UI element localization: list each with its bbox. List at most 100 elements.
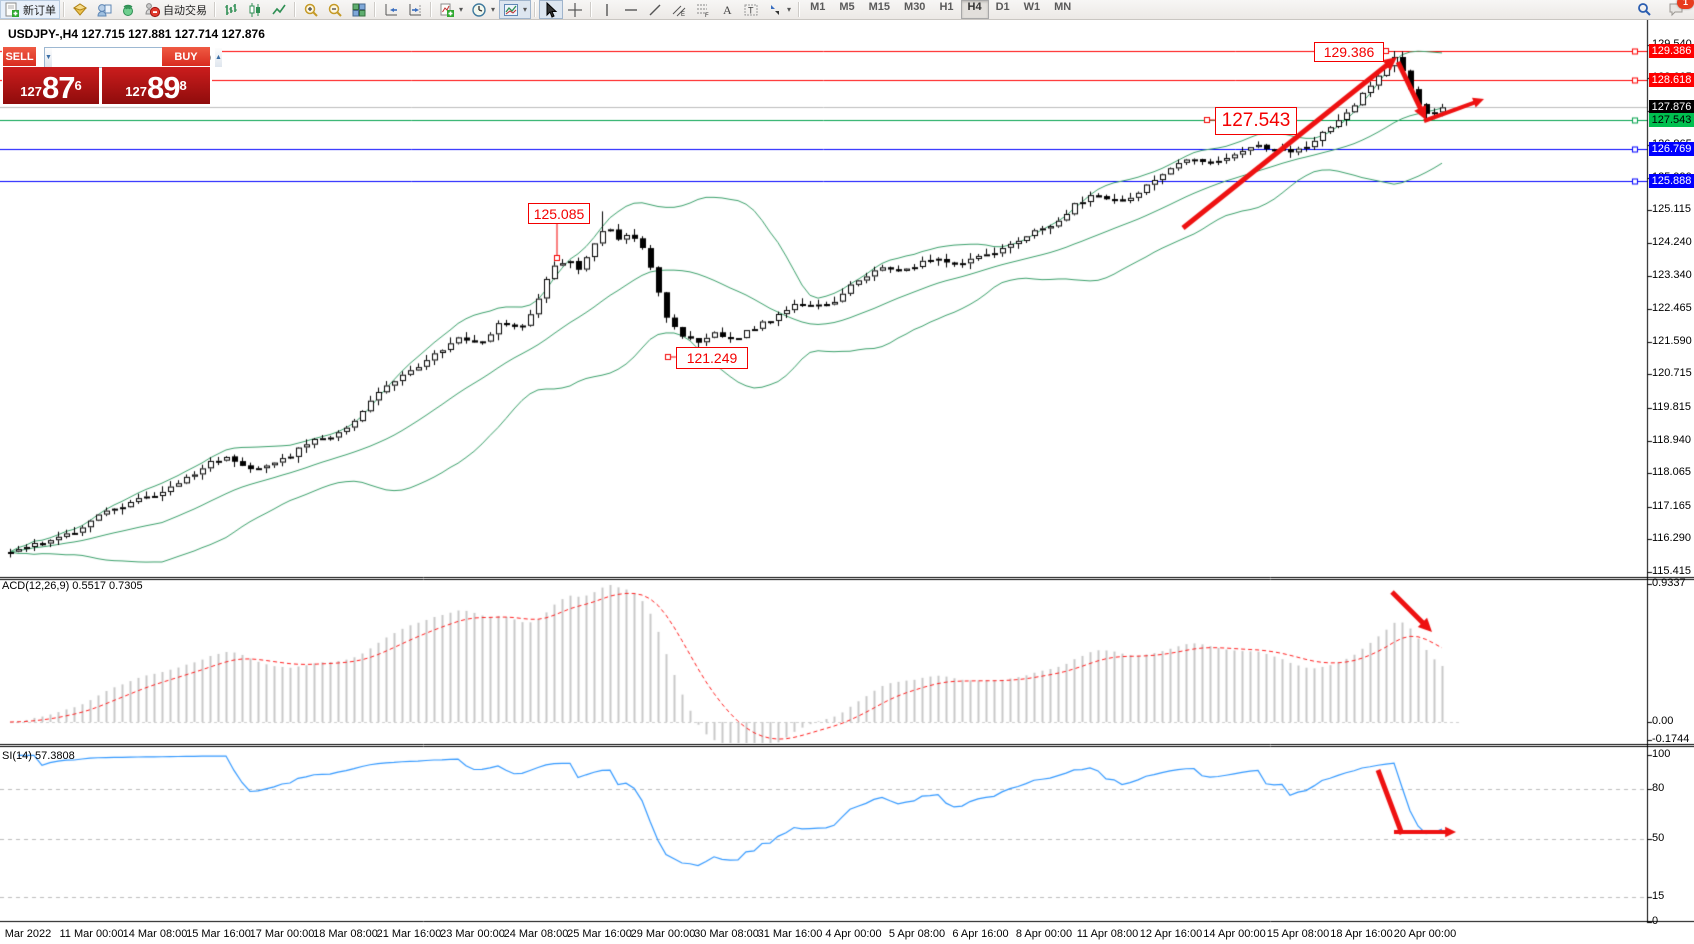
price-axis-tick: 124.240 bbox=[1652, 235, 1692, 248]
price-axis-tick: 125.115 bbox=[1652, 203, 1691, 216]
timeframe-M1[interactable]: M1 bbox=[810, 1, 826, 13]
chart-shift-button[interactable] bbox=[403, 0, 427, 19]
text-label-icon: T bbox=[743, 2, 759, 18]
toolbar-separator bbox=[430, 2, 432, 17]
svg-text:A: A bbox=[723, 3, 732, 17]
time-axis-label: 17 Mar 00:00 bbox=[249, 928, 315, 940]
svg-text:E: E bbox=[681, 12, 685, 18]
timeframe-MN[interactable]: MN bbox=[1054, 1, 1072, 13]
rsi-indicator-label: SI(14) 57.3808 bbox=[2, 750, 75, 762]
zoom-in-icon bbox=[303, 2, 319, 18]
time-axis-label: 29 Mar 00:00 bbox=[630, 928, 696, 940]
timeframe-H1[interactable]: H1 bbox=[939, 1, 954, 13]
price-annotation[interactable]: 127.543 bbox=[1215, 107, 1297, 135]
notifications-button[interactable]: 1 bbox=[1664, 0, 1694, 19]
price-annotation[interactable]: 125.085 bbox=[528, 203, 590, 224]
cursor-button[interactable] bbox=[539, 0, 564, 19]
price-annotation[interactable]: 121.249 bbox=[676, 347, 748, 369]
zoom-out-button[interactable] bbox=[323, 0, 347, 19]
bar-chart-button[interactable] bbox=[219, 0, 243, 19]
templates-button[interactable]: ▾ bbox=[499, 0, 532, 19]
autotrading-label: 自动交易 bbox=[163, 4, 207, 17]
text-label-button[interactable]: T bbox=[739, 0, 763, 19]
periods-button[interactable]: ▾ bbox=[467, 0, 499, 19]
tile-windows-button[interactable] bbox=[347, 0, 371, 19]
autotrading-icon bbox=[144, 2, 160, 18]
volume-increase-button[interactable]: ▲ bbox=[214, 48, 222, 67]
new-order-button[interactable]: 新订单 bbox=[0, 0, 60, 19]
chart-shift-icon bbox=[407, 2, 423, 18]
timeframe-toolbar: M1 M5 M15 M30 H1 H4 D1 W1 MN bbox=[803, 0, 1078, 19]
arrows-icon bbox=[767, 2, 783, 18]
bid-price[interactable]: 127 87 6 bbox=[3, 67, 99, 104]
price-line-badge: 128.618 bbox=[1649, 72, 1694, 87]
toolbar-separator bbox=[294, 2, 296, 17]
zoom-in-button[interactable] bbox=[299, 0, 323, 19]
crosshair-button[interactable] bbox=[563, 0, 587, 19]
timeframe-M15[interactable]: M15 bbox=[868, 1, 891, 13]
time-axis-label: 6 Apr 16:00 bbox=[952, 928, 1009, 940]
signals-button[interactable] bbox=[116, 0, 140, 19]
rsi-axis-tick: 80 bbox=[1652, 781, 1665, 794]
ask-price[interactable]: 127 89 8 bbox=[102, 67, 210, 104]
main-toolbar: 新订单 自动交易 ▾ ▾ ▾ E F A T ▾ M1 M5 M15 M30 H1 H4 D1 W1 MN 1 bbox=[0, 0, 1694, 20]
rsi-axis-tick: 50 bbox=[1652, 831, 1665, 844]
price-annotation[interactable]: 129.386 bbox=[1314, 42, 1384, 62]
price-axis-tick: 116.290 bbox=[1652, 532, 1691, 545]
sell-button[interactable]: SELL bbox=[3, 47, 36, 66]
trendline-button[interactable] bbox=[643, 0, 667, 19]
timeframe-W1[interactable]: W1 bbox=[1023, 1, 1041, 13]
vertical-line-icon bbox=[599, 2, 615, 18]
chevron-down-icon: ▾ bbox=[491, 5, 496, 14]
fibonacci-button[interactable]: F bbox=[691, 0, 715, 19]
time-axis-label: 15 Mar 16:00 bbox=[186, 928, 251, 940]
timeframe-M30[interactable]: M30 bbox=[904, 1, 926, 13]
new-order-label: 新订单 bbox=[23, 4, 56, 17]
price-line-badge: 127.543 bbox=[1649, 112, 1694, 127]
toolbar-group: E F A T ▾ bbox=[595, 0, 795, 19]
macd-indicator-label: ACD(12,26,9) 0.5517 0.7305 bbox=[2, 580, 143, 592]
data-window-button[interactable] bbox=[92, 0, 116, 19]
auto-scroll-button[interactable] bbox=[379, 0, 403, 19]
price-axis-tick: 115.415 bbox=[1652, 564, 1691, 577]
horizontal-line-button[interactable] bbox=[619, 0, 643, 19]
volume-decrease-button[interactable]: ▼ bbox=[45, 48, 52, 67]
toolbar-separator bbox=[798, 2, 801, 17]
macd-axis-tick: 0.00 bbox=[1652, 715, 1674, 727]
equidistant-channel-button[interactable]: E bbox=[667, 0, 691, 19]
add-indicator-button[interactable]: ▾ bbox=[435, 0, 467, 19]
buy-button[interactable]: BUY bbox=[162, 47, 210, 66]
chevron-down-icon: ▾ bbox=[787, 5, 792, 14]
price-line-badge: 125.888 bbox=[1649, 174, 1694, 189]
toolbar-separator bbox=[374, 2, 376, 17]
search-icon bbox=[1637, 2, 1652, 17]
text-button[interactable]: A bbox=[715, 0, 739, 19]
trendline-icon bbox=[647, 2, 663, 18]
line-chart-icon bbox=[271, 2, 287, 18]
cursor-icon bbox=[543, 1, 559, 18]
one-click-trading-widget: SELL ▼ ▲ BUY 127 87 6 127 89 8 bbox=[2, 44, 222, 104]
autotrading-button[interactable]: 自动交易 bbox=[140, 0, 211, 19]
toolbar-group: ▾ ▾ ▾ bbox=[435, 0, 532, 19]
timeframe-D1[interactable]: D1 bbox=[995, 1, 1010, 13]
timeframe-M5[interactable]: M5 bbox=[839, 1, 855, 13]
candlestick-chart-button[interactable] bbox=[243, 0, 267, 19]
arrows-button[interactable]: ▾ bbox=[763, 0, 795, 19]
line-chart-button[interactable] bbox=[267, 0, 291, 19]
chevron-down-icon: ▾ bbox=[523, 5, 528, 14]
crosshair-icon bbox=[567, 2, 583, 18]
templates-icon bbox=[503, 2, 519, 18]
time-axis-label: 14 Apr 00:00 bbox=[1203, 928, 1266, 940]
candlestick-chart-icon bbox=[247, 2, 263, 18]
timeframe-H4[interactable]: H4 bbox=[960, 0, 989, 19]
search-button[interactable] bbox=[1633, 0, 1656, 19]
price-axis-tick: 118.940 bbox=[1652, 433, 1691, 446]
vertical-line-button[interactable] bbox=[595, 0, 619, 19]
time-axis-label: 11 Mar 00:00 bbox=[59, 928, 124, 940]
macd-axis-tick: -0.1744 bbox=[1652, 733, 1690, 745]
notification-badge: 1 bbox=[1677, 0, 1694, 9]
market-watch-button[interactable] bbox=[68, 0, 92, 19]
price-axis-tick: 119.815 bbox=[1652, 400, 1691, 413]
